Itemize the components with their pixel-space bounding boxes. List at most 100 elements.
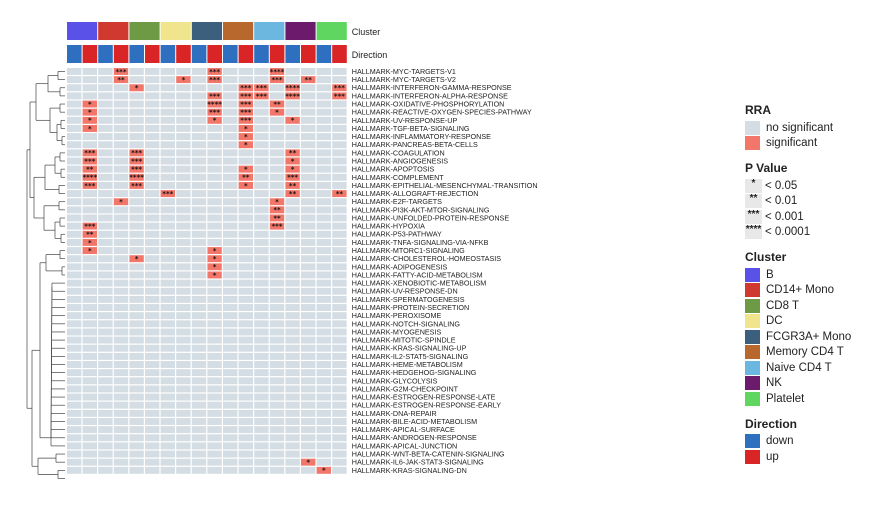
heatmap-cell-significant	[82, 181, 97, 189]
heatmap-cell	[145, 336, 160, 344]
heatmap-cell	[301, 247, 316, 255]
heatmap-cell	[238, 263, 253, 271]
heatmap-cell	[332, 255, 347, 263]
row-label: HALLMARK-ALLOGRAFT-REJECTION	[352, 189, 479, 198]
heatmap-cell	[191, 198, 207, 206]
heatmap-cell	[238, 222, 253, 230]
heatmap-cell	[191, 68, 207, 75]
heatmap-cell-significant	[238, 108, 253, 116]
legend-cluster-item: CD8 T	[745, 298, 851, 314]
heatmap-cell	[207, 84, 222, 92]
heatmap-cell	[238, 68, 253, 75]
heatmap-cell	[160, 344, 175, 352]
heatmap-cell	[223, 181, 238, 189]
heatmap-cell	[316, 361, 331, 368]
heatmap-cell	[113, 369, 129, 377]
heatmap-cell	[269, 279, 285, 287]
heatmap-cell	[176, 190, 191, 198]
direction-annotation-cell	[129, 45, 144, 63]
heatmap-cell	[176, 279, 191, 287]
heatmap-cell	[98, 222, 113, 230]
heatmap-cell	[67, 222, 82, 230]
heatmap-cell	[269, 466, 285, 474]
heatmap-cell	[316, 279, 331, 287]
legend-label: NK	[766, 377, 782, 390]
heatmap-cell	[316, 409, 331, 417]
legend-pvalue: P Value * < 0.05 ** < 0.01 *** < 0.001 *…	[745, 161, 851, 240]
heatmap-cell	[176, 450, 191, 458]
heatmap-cell	[98, 92, 113, 100]
heatmap-cell	[285, 247, 300, 255]
heatmap-cell	[223, 304, 238, 311]
heatmap-cell	[160, 222, 175, 230]
heatmap-cell	[129, 76, 144, 84]
heatmap-cell	[269, 157, 285, 165]
heatmap-cell	[332, 165, 347, 173]
heatmap-cell	[207, 304, 222, 311]
heatmap-cell	[160, 133, 175, 141]
heatmap-cell	[223, 352, 238, 360]
heatmap-cell	[191, 418, 207, 425]
heatmap-cell	[332, 124, 347, 132]
heatmap-cell	[301, 320, 316, 328]
heatmap-cell	[98, 344, 113, 352]
significance-stars: ***	[334, 92, 345, 100]
heatmap-cell	[191, 247, 207, 255]
heatmap-cell	[238, 76, 253, 84]
heatmap-cell	[113, 320, 129, 328]
heatmap-cell	[82, 304, 97, 311]
heatmap-cell	[160, 238, 175, 246]
heatmap-cell	[191, 214, 207, 222]
significance-stars: *	[88, 247, 92, 255]
heatmap-cell	[316, 295, 331, 303]
heatmap-cell	[285, 214, 300, 222]
direction-annotation-cell	[332, 45, 347, 63]
heatmap-cell	[176, 108, 191, 116]
legend-swatch	[745, 434, 760, 449]
heatmap-cell	[301, 352, 316, 360]
heatmap-cell	[145, 198, 160, 206]
heatmap-cell	[176, 369, 191, 377]
significance-stars: ***	[84, 223, 95, 231]
heatmap-cell	[113, 312, 129, 320]
significance-stars: ****	[207, 100, 222, 108]
heatmap-cell	[316, 255, 331, 263]
legend-label: significant	[766, 137, 818, 150]
heatmap-cell	[301, 263, 316, 271]
heatmap-cell	[82, 312, 97, 320]
heatmap-cell	[176, 458, 191, 466]
heatmap-cell	[160, 377, 175, 385]
heatmap-cell	[176, 255, 191, 263]
heatmap-cell	[113, 206, 129, 214]
heatmap-cell	[191, 84, 207, 92]
heatmap-cell	[223, 108, 238, 116]
heatmap-cell	[285, 263, 300, 271]
heatmap-cell	[160, 466, 175, 474]
heatmap-cell	[113, 279, 129, 287]
heatmap-cell	[223, 68, 238, 75]
legend: RRA no significant significant P Value *…	[745, 103, 851, 475]
heatmap-cell	[67, 198, 82, 206]
heatmap-cell	[269, 238, 285, 246]
heatmap-cell	[207, 352, 222, 360]
heatmap-cell	[238, 206, 253, 214]
heatmap-cell	[223, 206, 238, 214]
row-label: HALLMARK-HEDGEHOG-SIGNALING	[352, 368, 477, 377]
heatmap-cell	[301, 157, 316, 165]
heatmap-cell	[67, 295, 82, 303]
heatmap-cell	[67, 320, 82, 328]
heatmap-cell-significant	[285, 92, 300, 100]
significance-stars: ***	[272, 76, 283, 84]
heatmap-cell	[238, 336, 253, 344]
heatmap-cell	[82, 377, 97, 385]
cluster-annotation-cell	[254, 22, 285, 40]
heatmap-cell	[191, 426, 207, 434]
heatmap-cell	[254, 295, 269, 303]
heatmap-cell	[191, 336, 207, 344]
heatmap-cell	[176, 393, 191, 401]
heatmap-cell	[191, 328, 207, 336]
heatmap-cell	[238, 279, 253, 287]
heatmap-cell	[332, 369, 347, 377]
heatmap-cell	[254, 198, 269, 206]
heatmap-cell	[285, 141, 300, 149]
